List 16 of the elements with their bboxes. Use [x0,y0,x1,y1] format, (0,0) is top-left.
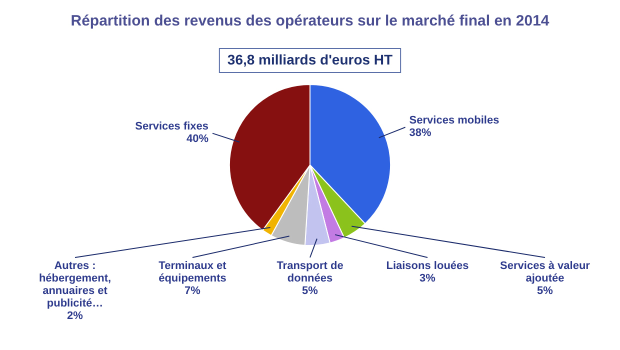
data-label: 5% [537,285,554,298]
slice-label: Services fixes [135,120,209,132]
slice-label: Services mobiles [409,114,500,126]
slice-label: Services à valeur ajoutée [500,260,591,285]
data-label: 38% [409,126,432,139]
slice-label: Transport de données [276,260,344,285]
text: 36,8 milliards d'euros HT [227,51,394,68]
slice-label: Terminaux et équipements [158,260,227,285]
data-label: 2% [67,310,84,322]
data-label: 3% [420,272,436,285]
data-label: 40% [186,132,209,145]
data-label: 5% [302,285,318,298]
chart-title: Répartition des revenus des opérateurs sur le marché final en 2014 [70,12,550,30]
slice-label: Autres : hébergement, annuaires et publicité… [38,260,112,310]
slice-label: Liaisons louées [386,260,469,272]
data-label: 7% [184,285,201,298]
